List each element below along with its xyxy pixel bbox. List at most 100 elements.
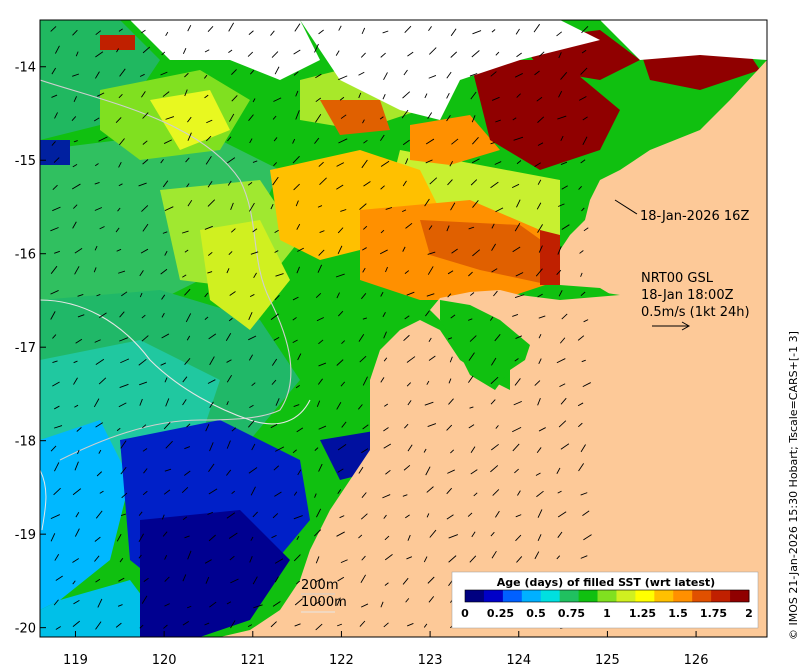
- current-vector: [315, 73, 322, 79]
- current-vector: [582, 510, 590, 516]
- current-vector: [274, 576, 279, 583]
- current-vector: [537, 116, 545, 123]
- current-vector: [295, 90, 299, 97]
- current-vector: [228, 49, 233, 54]
- current-vector: [580, 159, 586, 164]
- current-vector: [141, 91, 146, 98]
- current-vector: [382, 312, 386, 318]
- current-vector: [274, 250, 279, 253]
- current-vector: [119, 337, 129, 342]
- current-vector: [228, 532, 238, 539]
- current-vector: [446, 487, 453, 495]
- current-vector: [118, 183, 123, 187]
- current-vector: [316, 400, 321, 407]
- current-vector: [514, 358, 519, 362]
- current-vector: [315, 623, 323, 631]
- field-region: [150, 90, 230, 150]
- current-vector: [292, 138, 296, 144]
- current-vector: [493, 290, 498, 297]
- current-vector: [119, 557, 124, 563]
- current-vector: [423, 448, 427, 453]
- current-vector: [73, 140, 78, 143]
- current-vector: [184, 470, 191, 476]
- current-vector: [115, 622, 122, 628]
- current-scale: 0.5m/s (1kt 24h): [641, 305, 750, 320]
- current-vector: [424, 198, 430, 207]
- current-vector: [494, 334, 501, 342]
- current-vector: [138, 358, 147, 366]
- current-vector: [338, 138, 348, 144]
- current-vector: [248, 335, 257, 341]
- current-vector: [74, 528, 80, 537]
- current-vector: [407, 51, 414, 57]
- current-vector: [182, 574, 187, 582]
- current-vector: [204, 622, 210, 626]
- current-vector: [163, 489, 171, 495]
- current-vector: [295, 110, 300, 120]
- current-vector: [318, 463, 323, 472]
- current-vector: [556, 31, 563, 37]
- current-vector: [138, 182, 147, 187]
- date-pointer: [614, 199, 638, 215]
- current-vector: [273, 465, 280, 471]
- x-axis: 119 120 121 122 123 124 125 126: [63, 631, 708, 668]
- current-vector: [489, 316, 494, 321]
- current-vector: [407, 534, 411, 541]
- current-vector: [139, 270, 144, 277]
- current-vector: [252, 576, 258, 585]
- current-vector: [118, 161, 122, 168]
- current-vector: [184, 249, 189, 253]
- current-vector: [231, 69, 237, 75]
- current-vector: [53, 157, 60, 163]
- current-vector: [382, 494, 391, 499]
- current-vector: [451, 138, 459, 145]
- current-vector: [361, 492, 367, 499]
- current-vector: [340, 559, 348, 564]
- current-vector: [362, 376, 368, 386]
- current-vector: [403, 464, 411, 471]
- current-vector: [536, 447, 542, 454]
- current-vector: [118, 270, 126, 274]
- current-vector: [583, 227, 589, 232]
- map-field: [40, 20, 767, 637]
- current-vector: [426, 486, 434, 493]
- current-vector: [558, 290, 563, 297]
- current-vector: [54, 405, 60, 410]
- current-vector: [404, 315, 410, 320]
- current-vector: [228, 22, 235, 32]
- current-vector: [558, 52, 562, 59]
- current-vector: [50, 445, 57, 452]
- current-vector: [71, 116, 77, 122]
- current-vector: [337, 443, 347, 451]
- current-vector: [317, 378, 323, 385]
- current-vector: [205, 135, 212, 142]
- current-vector: [358, 466, 364, 474]
- current-vector: [516, 160, 522, 165]
- current-vector: [75, 512, 80, 518]
- no-data-region: [300, 20, 600, 120]
- current-vector: [361, 555, 366, 561]
- current-vector: [314, 137, 320, 144]
- current-vector: [292, 317, 297, 321]
- current-vector: [270, 204, 274, 210]
- current-vector: [52, 334, 57, 339]
- current-vector: [404, 423, 409, 429]
- current-vector: [382, 93, 386, 100]
- current-vector: [250, 69, 255, 75]
- current-vector: [335, 50, 340, 56]
- current-vector: [209, 401, 214, 409]
- current-vector: [450, 314, 456, 319]
- colorbar-tick-label: 0: [461, 607, 469, 620]
- current-vector: [495, 425, 499, 429]
- current-vector: [426, 293, 435, 297]
- current-vector: [72, 29, 78, 36]
- current-vector: [383, 357, 388, 362]
- current-vector: [186, 605, 192, 609]
- current-vector: [560, 72, 568, 80]
- current-vector: [535, 472, 541, 476]
- current-vector: [581, 49, 587, 54]
- current-vector: [578, 186, 582, 190]
- colorbar-swatch: [578, 590, 599, 602]
- current-vector: [294, 23, 301, 32]
- current-vector: [247, 624, 253, 628]
